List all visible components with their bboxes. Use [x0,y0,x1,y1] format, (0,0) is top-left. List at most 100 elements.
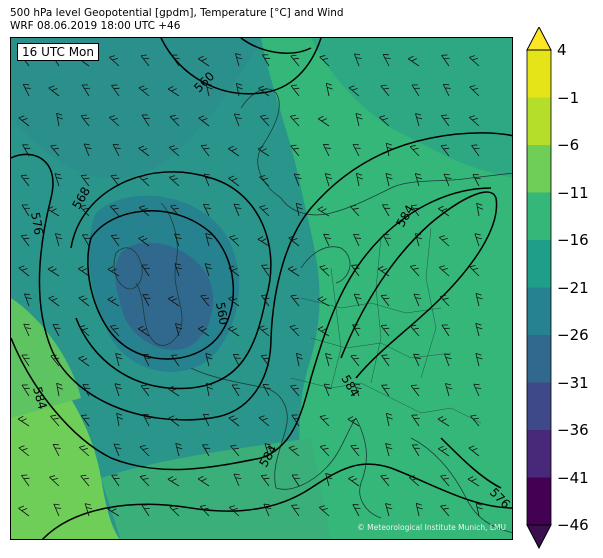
colorbar-tick-label: −11 [557,183,589,202]
wind-barb [52,444,61,457]
wind-barb [295,352,303,367]
colorbar-tick-label: −46 [557,516,589,534]
wind-barb [83,143,92,157]
wind-barb [142,354,151,367]
wind-barb [205,353,213,367]
wind-barb [382,234,391,247]
wind-barb [110,234,120,247]
wind-barb [78,355,90,367]
wind-barb [438,445,450,457]
wind-barb [472,174,481,187]
wind-barb [443,173,452,187]
wind-barb [353,293,362,307]
wind-barb [21,204,31,217]
wind-barb [381,354,390,367]
wind-barb [52,324,61,337]
wind-barb [111,474,120,487]
wind-barb [205,233,213,247]
wind-barb [323,233,332,247]
wind-barb [228,265,240,277]
wind-barb [228,415,240,427]
wind-barb [259,175,270,187]
wind-barb [18,265,30,277]
wind-barb [82,234,91,247]
wind-barb [439,265,450,277]
chart-title: 500 hPa level Geopotential [gpdm], Tempe… [10,7,344,33]
wind-barb [407,55,420,67]
wind-barb [440,144,450,157]
wind-barb [445,383,453,397]
contour-560-low [87,210,234,360]
wind-barb [385,142,393,157]
wind-barb [230,444,240,457]
contour-560-north [160,38,322,95]
wind-barb [380,294,390,307]
contour-568 [70,171,272,390]
wind-barb [351,264,360,277]
wind-barb [290,384,300,397]
wind-barb [289,114,300,127]
wind-barb [353,233,362,247]
colorbar-band [527,382,551,431]
wind-barb [323,383,332,397]
temperature-region-east [261,38,512,539]
wind-barb [347,416,360,427]
wind-barb [170,204,180,217]
wind-barb [236,82,243,97]
wind-barb [476,202,483,217]
valid-time-label: 16 UTC Mon [17,43,99,61]
colorbar-band [527,477,551,526]
wind-barb [115,353,123,367]
wind-barb [202,444,211,457]
wind-barb [325,353,333,367]
wind-barb [291,474,301,487]
wind-barb [475,292,483,307]
wind-barb [78,295,90,307]
wind-barb [167,385,180,397]
wind-barb [167,86,180,97]
contour-584 [11,187,492,471]
contour-label-560-low: 560 [213,301,231,326]
wind-barb [79,325,90,337]
wind-barb [233,203,242,217]
wind-barb [227,325,240,337]
wind-barb [80,474,90,487]
wind-barb [350,444,360,457]
wind-barb [24,293,32,307]
colorbar-band [527,240,551,288]
wind-barb [288,445,300,457]
wind-barb [437,416,450,427]
wind-barb [80,414,90,427]
cold-core-inner [115,242,214,350]
wind-barb [441,54,450,67]
wind-barb [107,266,120,277]
wind-barb [441,324,450,337]
wind-barb [109,324,120,337]
wind-barb [411,414,420,427]
wind-barb [22,83,31,97]
wind-barb [257,146,270,157]
wind-barb [325,82,333,97]
wind-barb [410,204,420,217]
wind-barb [352,324,361,337]
wind-barb [56,112,63,127]
wind-barb [322,143,331,157]
wind-barb [113,443,122,457]
wind-barb [474,233,482,247]
wind-barb [233,113,242,127]
wind-barb [203,203,211,217]
contour-label-576: 576 [28,211,46,236]
wind-barb [137,325,150,337]
wind-barb [81,84,91,97]
wind-barb [261,294,270,307]
wind-barb [79,445,90,457]
wind-barb [199,504,210,517]
wind-barb [175,323,183,337]
wind-barb [229,235,240,247]
wind-barb [414,233,423,247]
wind-barb [444,353,452,367]
colorbar-tick-label: −1 [557,88,580,107]
colorbar-frame [526,49,552,526]
wind-barb [47,266,60,277]
wind-barb [22,144,31,157]
